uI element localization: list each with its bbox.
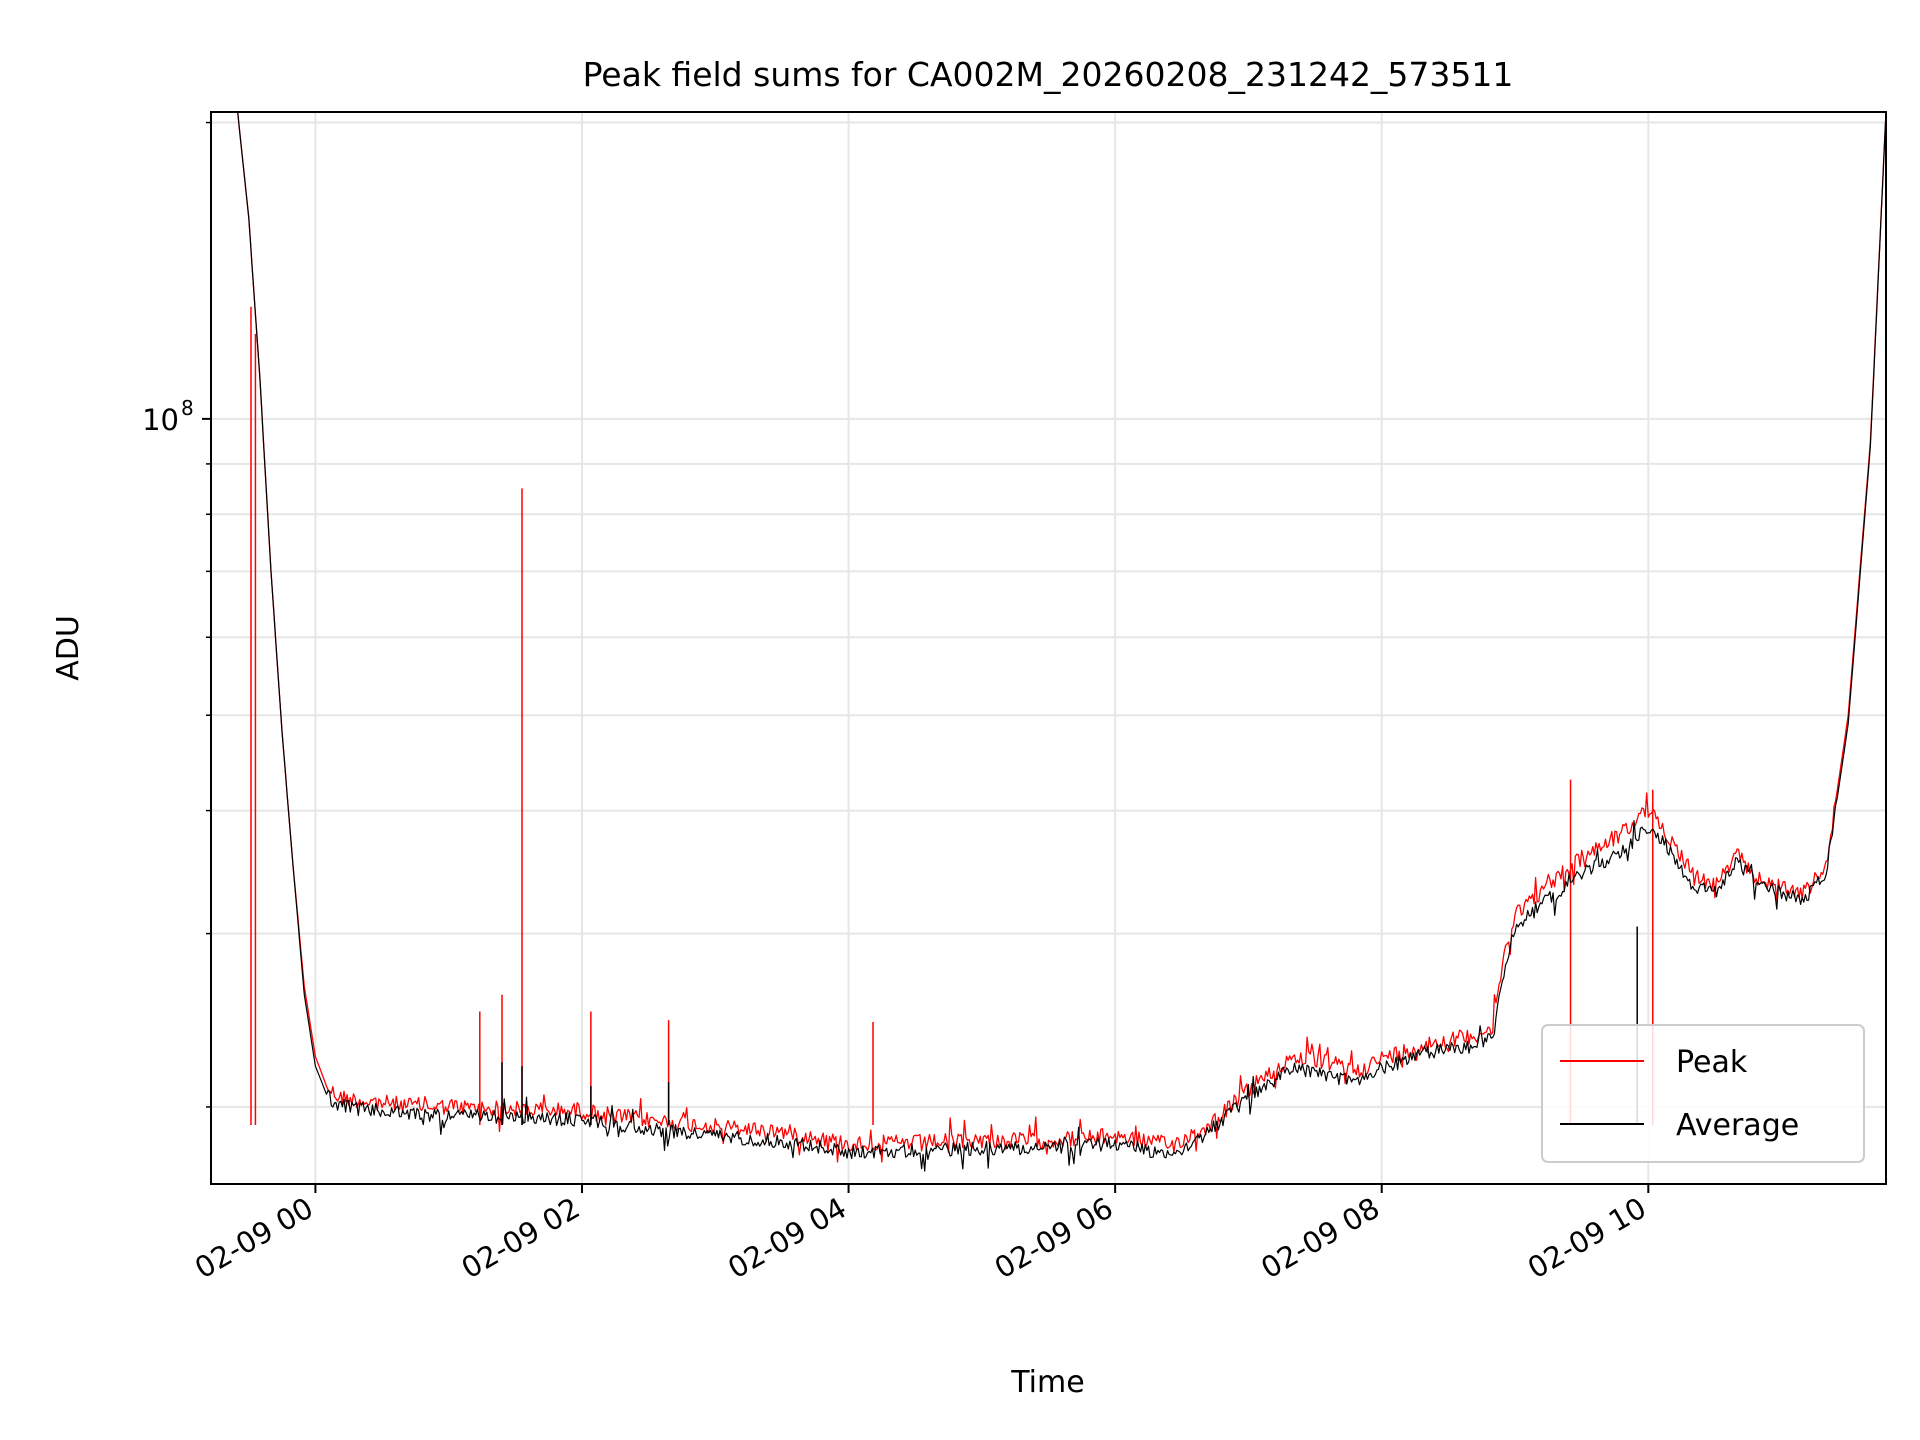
grid xyxy=(211,112,1886,1184)
chart-title: Peak field sums for CA002M_20260208_2312… xyxy=(583,55,1514,94)
y-tick-label: 10 xyxy=(142,403,179,437)
legend: Peak Average xyxy=(1541,1024,1865,1163)
y-tick-label-exponent: 8 xyxy=(181,396,194,420)
legend-label-peak: Peak xyxy=(1676,1045,1748,1080)
series-line-average xyxy=(237,111,1887,1172)
series-line-peak xyxy=(237,111,1887,1163)
x-axis-label: Time xyxy=(1010,1365,1084,1400)
plot-frame xyxy=(210,111,1887,1185)
y-axis-ticks: 10 8 xyxy=(142,121,211,1108)
y-axis-label: ADU xyxy=(51,615,86,681)
legend-box xyxy=(1541,1024,1865,1163)
legend-label-average: Average xyxy=(1676,1108,1799,1143)
